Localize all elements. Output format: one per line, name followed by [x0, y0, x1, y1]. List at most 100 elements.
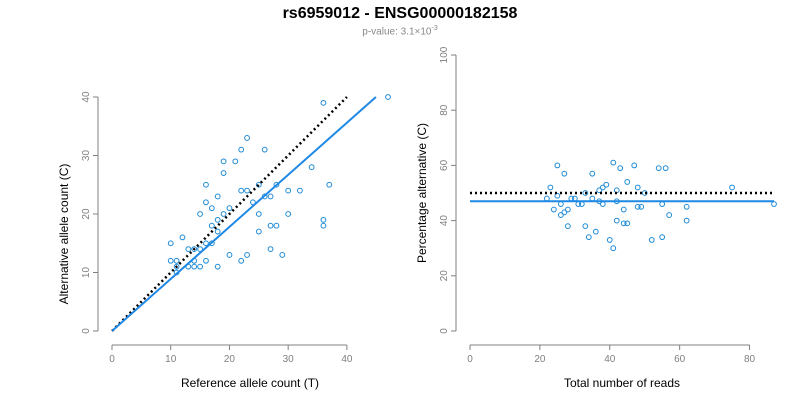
data-point — [285, 187, 292, 194]
y-tick-label: 100 — [439, 46, 450, 63]
data-point — [631, 162, 638, 169]
y-tick-label: 30 — [81, 150, 92, 162]
data-point — [320, 222, 327, 229]
data-point — [585, 234, 592, 241]
data-point — [226, 205, 233, 212]
data-point — [167, 257, 174, 264]
expected-line — [111, 96, 348, 332]
data-point — [173, 257, 180, 264]
y-tick-label: 20 — [439, 270, 450, 282]
data-point — [191, 246, 198, 253]
data-point — [179, 234, 186, 241]
data-point — [244, 252, 250, 258]
data-point — [634, 184, 641, 191]
data-point — [273, 222, 280, 229]
x-tick-label: 10 — [165, 354, 177, 365]
data-point — [659, 234, 666, 241]
data-point — [220, 158, 227, 165]
data-point — [326, 181, 333, 188]
data-point — [208, 240, 215, 247]
data-point — [320, 99, 327, 106]
data-point — [385, 94, 391, 100]
data-point — [208, 205, 215, 212]
data-point — [255, 228, 262, 235]
left-panel: 0 10 20 30 40 0 10 20 30 40 Reference allele count… — [57, 91, 391, 390]
data-point — [308, 164, 315, 171]
data-point — [320, 216, 327, 223]
data-point — [214, 228, 221, 235]
fit-line — [111, 96, 377, 332]
data-point — [599, 184, 606, 191]
data-point — [557, 201, 564, 207]
data-point — [568, 195, 575, 202]
data-point — [255, 211, 262, 217]
data-point — [267, 222, 274, 229]
chart-title: rs6959012 - ENSG00000182158 — [282, 5, 518, 22]
y-tick-label: 80 — [439, 104, 450, 116]
data-point — [185, 246, 192, 253]
data-point — [255, 181, 262, 188]
data-point — [648, 237, 655, 243]
data-point — [543, 195, 550, 202]
y-tick-label: 40 — [439, 215, 450, 227]
data-point — [214, 216, 221, 223]
x-axis-title: Total number of reads — [564, 376, 680, 390]
y-axis-title: Alternative allele count (C) — [57, 164, 71, 305]
data-point — [603, 181, 610, 188]
data-point — [589, 195, 596, 202]
data-point — [220, 211, 227, 217]
data-point — [613, 217, 620, 224]
data-point — [634, 203, 641, 210]
data-point — [197, 211, 203, 217]
data-point — [683, 203, 690, 210]
p-value-exponent: -3 — [431, 25, 438, 32]
x-tick-label: 30 — [283, 354, 295, 365]
y-tick-label: 0 — [81, 328, 92, 334]
data-point — [624, 220, 631, 227]
data-point — [267, 246, 274, 253]
y-tick-label: 0 — [439, 328, 450, 334]
data-point — [561, 170, 568, 177]
data-point — [582, 190, 589, 196]
data-point — [596, 187, 603, 194]
data-point — [575, 201, 582, 207]
data-point — [638, 203, 645, 210]
data-point — [203, 257, 209, 264]
data-point — [557, 212, 564, 218]
data-point — [261, 146, 268, 153]
data-point — [659, 201, 666, 207]
x-tick-label: 40 — [341, 354, 353, 365]
data-point — [617, 165, 624, 172]
data-point — [238, 257, 245, 264]
x-tick-label: 20 — [534, 354, 546, 365]
x-axis-title: Reference allele count (T) — [181, 376, 319, 390]
y-tick-label: 20 — [81, 208, 92, 220]
data-point — [244, 135, 250, 141]
x-tick-label: 20 — [224, 354, 236, 365]
x-tick-label: 40 — [604, 354, 616, 365]
data-point — [203, 240, 209, 247]
data-point — [547, 184, 554, 191]
data-point — [564, 206, 571, 213]
data-point — [250, 199, 256, 206]
y-tick-label: 10 — [81, 267, 92, 279]
y-tick-label: 40 — [81, 91, 92, 103]
data-point — [589, 170, 596, 177]
data-point — [273, 181, 280, 188]
data-point — [550, 206, 557, 213]
data-point — [610, 245, 617, 252]
p-value-text: p-value: 3.1×10 — [362, 26, 432, 38]
data-point — [203, 199, 209, 206]
data-point — [214, 263, 221, 270]
data-point — [564, 223, 571, 230]
data-point — [191, 263, 198, 270]
data-point — [167, 240, 174, 247]
data-point — [238, 146, 245, 153]
y-tick-label: 60 — [439, 159, 450, 171]
data-point — [203, 181, 209, 188]
data-point — [173, 263, 180, 270]
data-point — [244, 187, 250, 194]
y-axis-title: Percentage alternative (C) — [415, 123, 429, 263]
data-point — [620, 220, 627, 227]
